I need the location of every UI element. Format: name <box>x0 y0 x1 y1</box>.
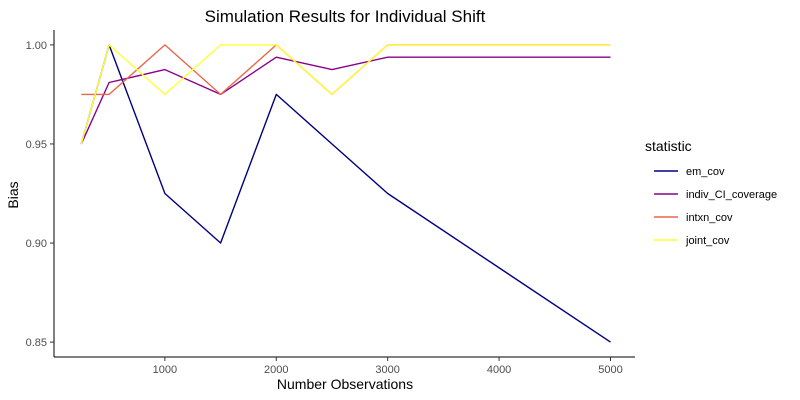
x-tick-label: 3000 <box>375 364 399 376</box>
x-tick-label: 5000 <box>598 364 622 376</box>
legend: statistic em_cov indiv_CI_coverage intxn_c… <box>645 138 777 247</box>
series-line-intxn-cov <box>81 44 611 96</box>
legend-items: em_cov indiv_CI_coverage intxn_cov joint_co… <box>654 166 777 247</box>
legend-label-intxn-cov: intxn_cov <box>686 212 733 224</box>
y-axis-title: Bias <box>5 181 21 208</box>
y-tick-label: 1.00 <box>26 40 47 52</box>
x-axis-title: Number Observations <box>277 376 413 392</box>
y-axis-ticks: 0.85 0.90 0.95 1.00 <box>26 40 54 349</box>
series-layer <box>80 44 611 343</box>
series-line-joint-cov <box>80 44 611 145</box>
legend-title: statistic <box>645 138 692 154</box>
chart-title: Simulation Results for Individual Shift <box>205 7 486 26</box>
legend-label-joint-cov: joint_cov <box>685 235 730 247</box>
legend-label-indiv-CI-coverage: indiv_CI_coverage <box>686 189 777 201</box>
plot-panel: 1000 2000 3000 4000 5000 0.85 0.90 0.95 1.00 <box>26 30 635 376</box>
x-axis-ticks: 1000 2000 3000 4000 5000 <box>153 357 623 376</box>
y-tick-label: 0.95 <box>26 139 47 151</box>
y-tick-label: 0.90 <box>26 238 47 250</box>
series-line-indiv-CI-coverage <box>80 56 611 145</box>
y-tick-label: 0.85 <box>26 337 47 349</box>
legend-label-em-cov: em_cov <box>686 166 725 178</box>
x-tick-label: 1000 <box>153 364 177 376</box>
series-line-em-cov <box>80 44 611 343</box>
x-tick-label: 2000 <box>264 364 288 376</box>
x-tick-label: 4000 <box>487 364 511 376</box>
